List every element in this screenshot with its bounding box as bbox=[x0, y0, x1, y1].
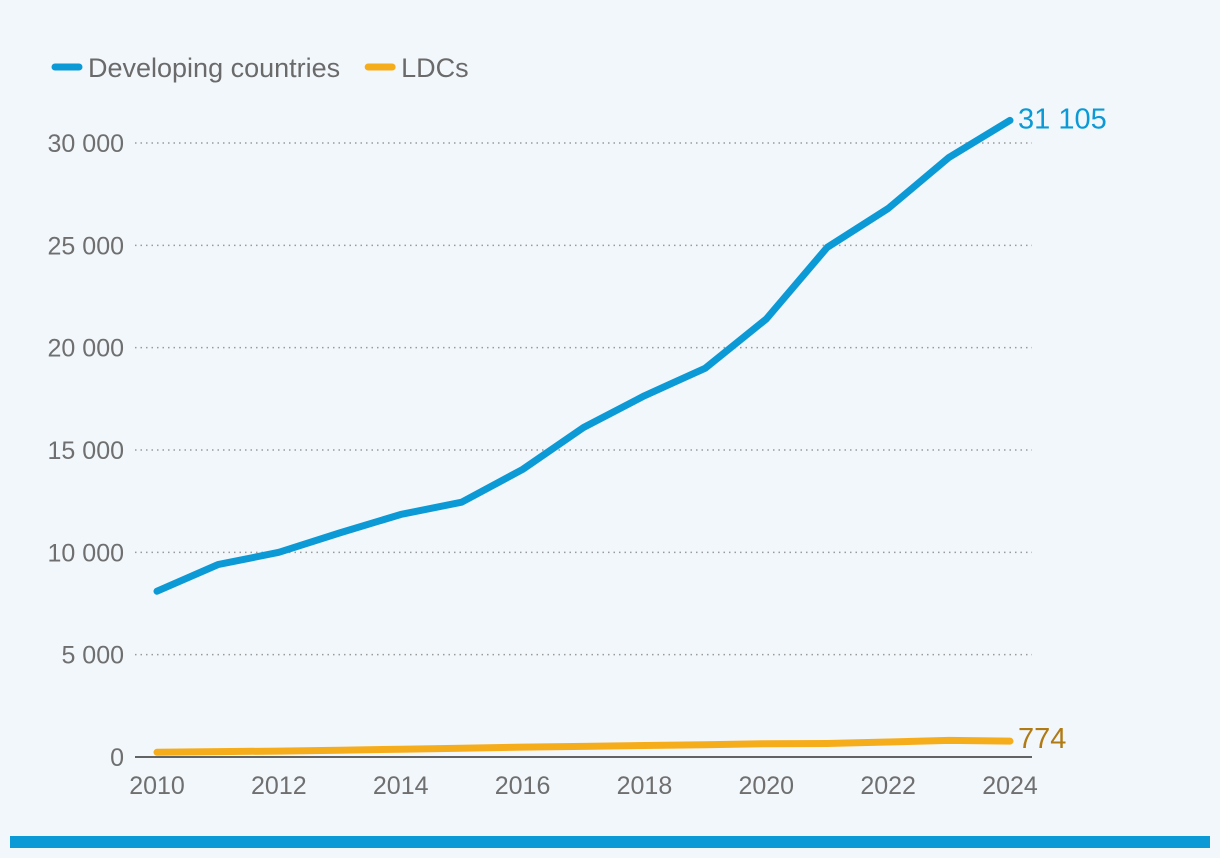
x-tick-label: 2018 bbox=[617, 772, 673, 800]
legend: Developing countries LDCs bbox=[51, 53, 469, 83]
x-tick-labels: 2010 2012 2014 2016 2018 2020 2022 2024 bbox=[129, 772, 1038, 800]
x-tick-label: 2022 bbox=[860, 772, 916, 800]
series-lines bbox=[153, 116, 1014, 756]
y-tick-label: 10 000 bbox=[48, 539, 124, 567]
grid-lines bbox=[135, 142, 1032, 656]
legend-label-ldcs: LDCs bbox=[401, 53, 469, 83]
y-tick-label: 25 000 bbox=[48, 232, 124, 260]
y-tick-label: 30 000 bbox=[48, 130, 124, 158]
footer-bar bbox=[10, 836, 1210, 848]
end-label-developing: 31 105 bbox=[1018, 103, 1107, 135]
x-tick-label: 2010 bbox=[129, 772, 185, 800]
y-tick-labels: 0 5 000 10 000 15 000 20 000 25 000 30 000 bbox=[48, 130, 124, 772]
x-tick-label: 2016 bbox=[495, 772, 551, 800]
x-tick-label: 2012 bbox=[251, 772, 307, 800]
x-tick-label: 2024 bbox=[982, 772, 1038, 800]
legend-label-developing: Developing countries bbox=[88, 53, 340, 83]
y-tick-label: 20 000 bbox=[48, 335, 124, 363]
x-tick-label: 2020 bbox=[738, 772, 794, 800]
end-labels: 31 105 774 bbox=[1018, 103, 1107, 755]
end-label-ldcs: 774 bbox=[1018, 723, 1066, 755]
series-line-developing bbox=[153, 116, 1014, 595]
series-line-ldcs bbox=[153, 736, 1014, 756]
y-tick-label: 15 000 bbox=[48, 437, 124, 465]
y-tick-label: 0 bbox=[110, 744, 124, 772]
y-tick-label: 5 000 bbox=[61, 642, 124, 670]
x-tick-label: 2014 bbox=[373, 772, 429, 800]
